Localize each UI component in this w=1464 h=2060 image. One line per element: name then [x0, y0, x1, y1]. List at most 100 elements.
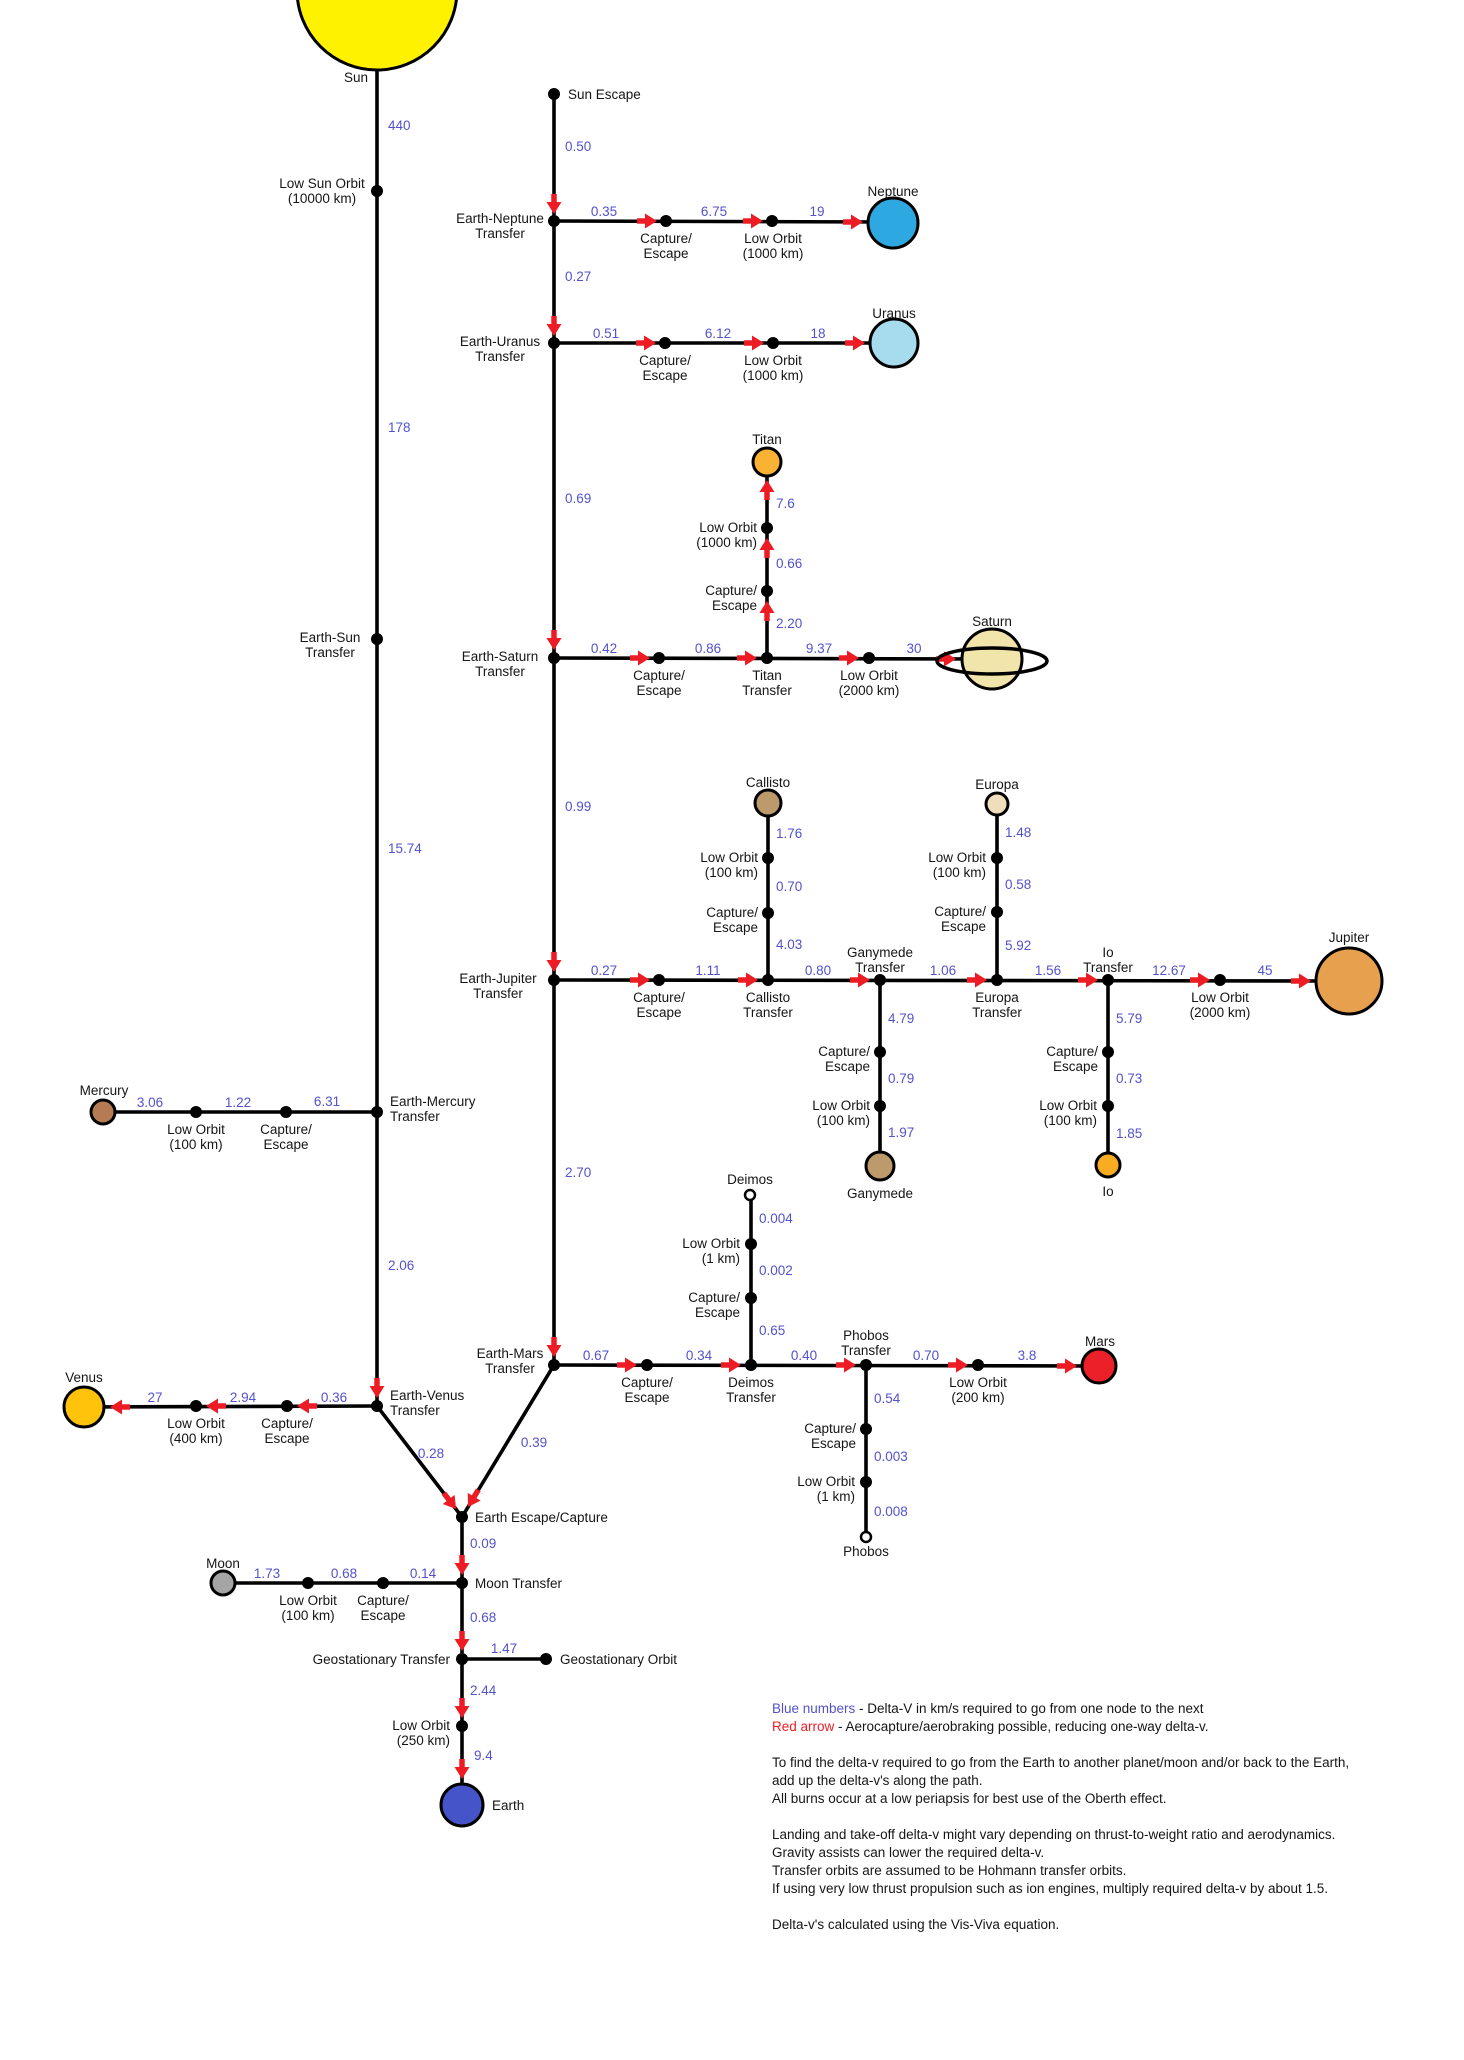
node-label: Low Orbit (100 km): [700, 850, 758, 880]
orbit-node: [456, 1653, 468, 1665]
delta-v-value: 0.65: [759, 1323, 785, 1338]
node-label: Capture/Escape: [357, 1593, 409, 1623]
node-label: Capture/Escape: [639, 353, 691, 383]
planet-saturn: [960, 627, 1024, 691]
delta-v-value: 0.99: [565, 799, 591, 814]
orbit-node: [874, 1046, 886, 1058]
delta-v-value: 2.94: [230, 1390, 257, 1405]
aerobrake-arrow: [759, 480, 775, 492]
node-label: Sun Escape: [568, 87, 641, 102]
delta-v-value: 0.28: [418, 1446, 444, 1461]
delta-v-value: 1.47: [491, 1641, 517, 1656]
orbit-node: [548, 88, 560, 100]
node-label: Low Orbit (100 km): [812, 1098, 870, 1128]
aerobrake-arrow: [858, 972, 870, 988]
orbit-node: [456, 1511, 468, 1523]
planet-label-uranus: Uranus: [872, 306, 916, 321]
node-label: Callisto Transfer: [743, 990, 793, 1020]
orbit-node: [762, 852, 774, 864]
delta-v-value: 2.70: [565, 1165, 591, 1180]
orbit-node: [548, 337, 560, 349]
node-label: Phobos Transfer: [841, 1328, 891, 1358]
aerobrake-arrow: [625, 1357, 637, 1373]
node-label: Low Orbit (100 km): [167, 1122, 225, 1152]
delta-v-value: 3.8: [1018, 1348, 1037, 1363]
node-label: Geostationary Transfer: [313, 1652, 451, 1667]
node-label: Deimos Transfer: [726, 1375, 776, 1405]
delta-v-value: 0.58: [1005, 877, 1031, 892]
planet-label-mercury: Mercury: [80, 1083, 129, 1098]
orbit-node: [653, 974, 665, 986]
node-label: Low Orbit (200 km): [949, 1375, 1007, 1405]
aerobrake-arrow: [454, 1639, 470, 1651]
orbit-node: [766, 215, 778, 227]
node-label: Capture/Escape: [706, 905, 758, 935]
delta-v-value: 0.73: [1116, 1071, 1142, 1086]
node-label: Low Orbit (1 km): [682, 1236, 740, 1266]
delta-v-value: 0.27: [565, 269, 591, 284]
legend-blue-text: - Delta-V in km/s required to go from on…: [855, 1701, 1204, 1716]
node-label: Capture/Escape: [261, 1416, 313, 1446]
orbit-node: [991, 974, 1003, 986]
node-label: Low Orbit (2000 km): [839, 668, 900, 698]
delta-v-value: 2.44: [470, 1683, 497, 1698]
aerobrake-arrow: [467, 1492, 481, 1507]
delta-v-value: 0.003: [874, 1449, 908, 1464]
delta-v-value: 0.67: [583, 1348, 609, 1363]
orbit-node: [371, 1106, 383, 1118]
planet-label-saturn: Saturn: [972, 614, 1012, 629]
delta-v-value: 3.06: [137, 1095, 163, 1110]
delta-v-value: 1.48: [1005, 825, 1031, 840]
aerobrake-arrow: [454, 1563, 470, 1575]
planet-titan: [751, 446, 783, 478]
delta-v-value: 0.68: [470, 1610, 496, 1625]
delta-v-value: 5.79: [1116, 1011, 1142, 1026]
planet-deimos: [743, 1188, 757, 1202]
orbit-node: [548, 1359, 560, 1371]
node-label: Ganymede Transfer: [847, 945, 913, 975]
orbit-node: [860, 1359, 872, 1371]
aerobrake-arrow: [546, 324, 562, 336]
aerobrake-arrow: [638, 972, 650, 988]
delta-v-value: 6.31: [314, 1094, 340, 1109]
delta-v-value: 0.36: [321, 1390, 347, 1405]
node-label: Earth-Neptune Transfer: [456, 211, 544, 241]
orbit-node: [860, 1423, 872, 1435]
orbit-node: [745, 1292, 757, 1304]
node-label: Low Orbit (1 km): [797, 1474, 855, 1504]
node-label: Low Orbit (250 km): [392, 1718, 450, 1748]
orbit-node: [745, 1238, 757, 1250]
orbit-node: [1102, 1046, 1114, 1058]
planet-label-neptune: Neptune: [867, 184, 918, 199]
delta-v-value: 0.80: [805, 963, 831, 978]
delta-v-value: 45: [1257, 963, 1272, 978]
delta-v-value: 0.70: [776, 879, 802, 894]
delta-v-value: 6.12: [705, 326, 731, 341]
planet-phobos: [859, 1530, 873, 1544]
node-label: Earth-Mars Transfer: [477, 1346, 544, 1376]
node-label: Capture/Escape: [640, 231, 692, 261]
planet-label-ganymede: Ganymede: [847, 1186, 913, 1201]
delta-v-value: 0.68: [331, 1566, 357, 1581]
delta-v-value: 1.76: [776, 826, 802, 841]
aerobrake-arrow: [454, 1767, 470, 1779]
edge: [553, 978, 1350, 983]
node-label: Capture/Escape: [633, 668, 685, 698]
orbit-node: [456, 1577, 468, 1589]
node-label: Io Transfer: [1083, 945, 1133, 975]
aerobrake-arrow: [546, 960, 562, 972]
orbit-node: [762, 974, 774, 986]
orbit-node: [548, 652, 560, 664]
planet-label-europa: Europa: [975, 777, 1019, 792]
orbit-node: [371, 185, 383, 197]
orbit-node: [281, 1400, 293, 1412]
aerobrake-arrow: [297, 1398, 309, 1414]
aerobrake-arrow: [759, 601, 775, 613]
aerobrake-arrow: [759, 538, 775, 550]
node-label: Earth-Jupiter Transfer: [459, 971, 537, 1001]
aerobrake-arrow: [206, 1398, 218, 1414]
orbit-node: [1102, 1100, 1114, 1112]
delta-v-value: 7.6: [776, 496, 795, 511]
